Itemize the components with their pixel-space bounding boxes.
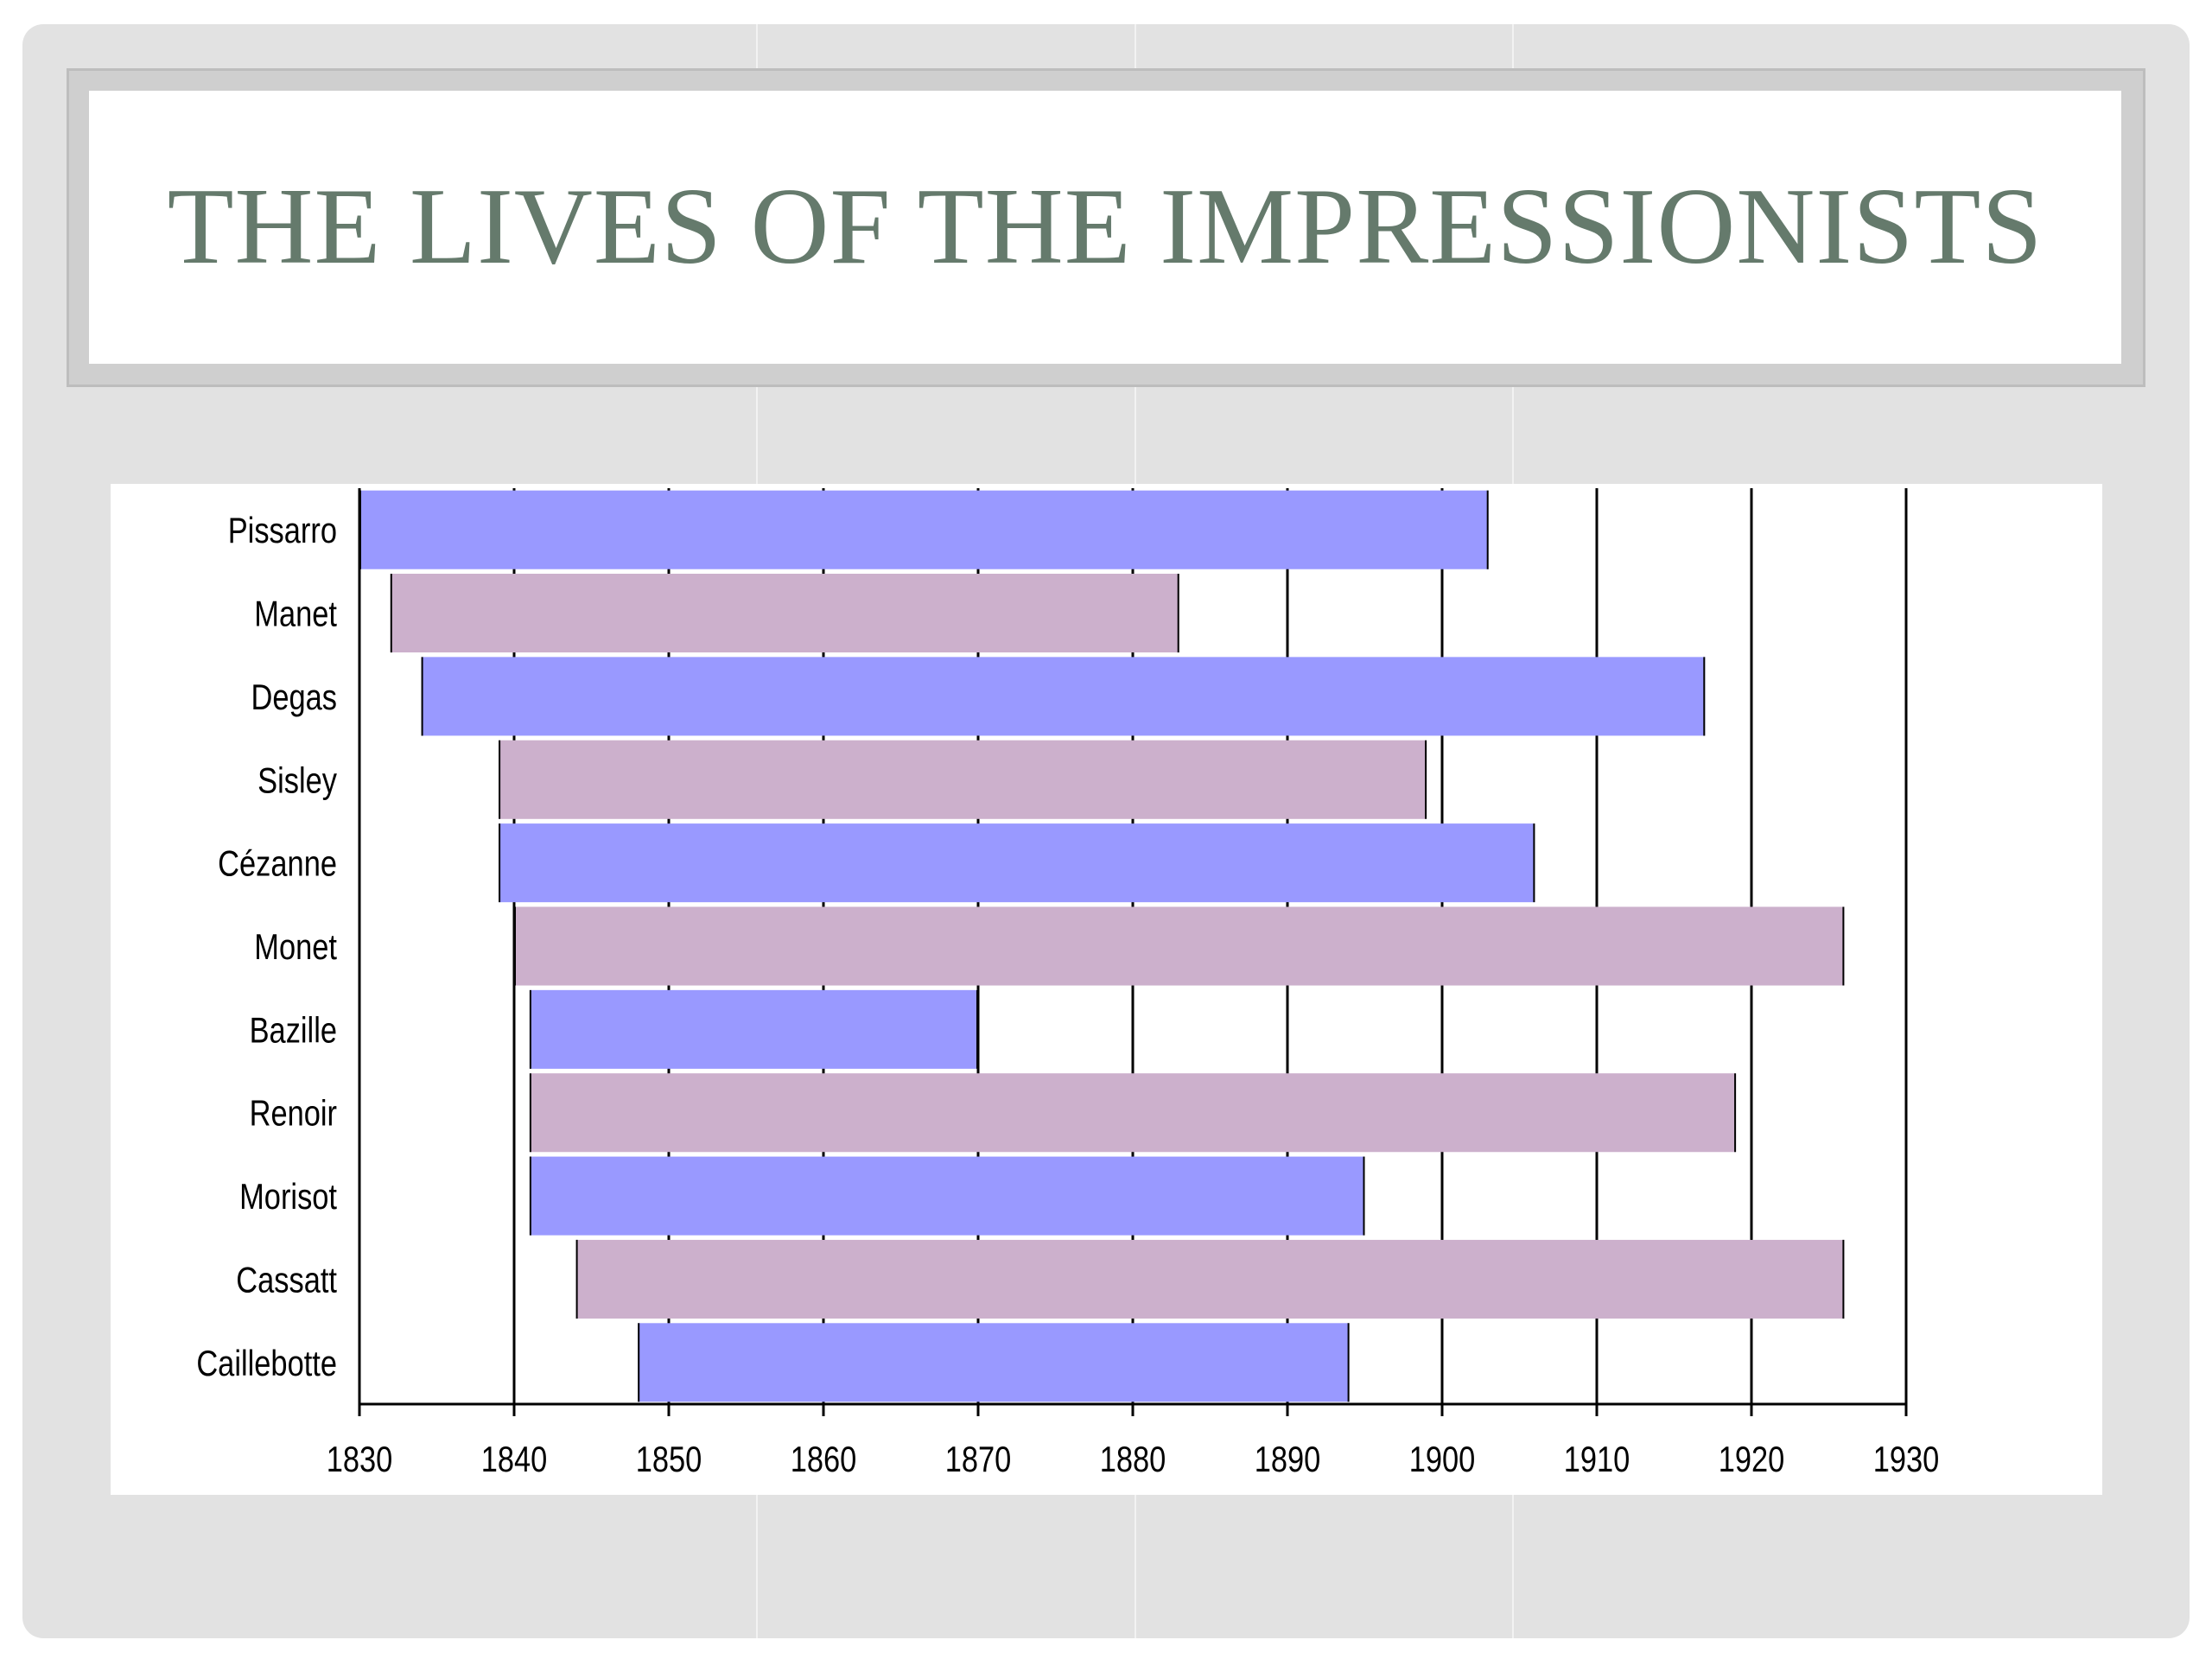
category-label: Degas bbox=[251, 677, 337, 718]
category-label: Cézanne bbox=[218, 843, 337, 884]
x-tick-label: 1920 bbox=[1719, 1440, 1785, 1480]
category-label: Morisot bbox=[239, 1177, 337, 1217]
category-label: Renoir bbox=[250, 1094, 338, 1135]
x-tick-label: 1850 bbox=[636, 1440, 702, 1480]
title-box: THE LIVES OF THE IMPRESSIONISTS bbox=[89, 91, 2121, 364]
bar bbox=[499, 740, 1427, 819]
category-label: Cassatt bbox=[236, 1260, 337, 1300]
x-tick-label: 1910 bbox=[1564, 1440, 1630, 1480]
x-tick-label: 1930 bbox=[1873, 1440, 1940, 1480]
category-label: Bazille bbox=[250, 1010, 337, 1051]
bar bbox=[529, 1073, 1737, 1153]
slide-title: THE LIVES OF THE IMPRESSIONISTS bbox=[167, 167, 2044, 287]
bar bbox=[359, 490, 1489, 569]
category-label: Pissarro bbox=[228, 511, 337, 551]
x-tick-label: 1880 bbox=[1100, 1440, 1166, 1480]
x-tick-label: 1890 bbox=[1255, 1440, 1321, 1480]
bar bbox=[529, 989, 978, 1069]
bar bbox=[514, 906, 1845, 986]
category-label: Sisley bbox=[257, 760, 338, 801]
bar bbox=[529, 1156, 1365, 1236]
chart-panel: Pissarro Manet Degas Sisley Cézanne Monet Bazi… bbox=[111, 484, 2102, 1495]
x-tick-label: 1860 bbox=[791, 1440, 857, 1480]
x-tick-label: 1870 bbox=[945, 1440, 1012, 1480]
x-tick-label: 1830 bbox=[327, 1440, 393, 1480]
x-tick-label: 1840 bbox=[481, 1440, 548, 1480]
timeline-chart: Pissarro Manet Degas Sisley Cézanne Monet Bazi… bbox=[196, 488, 1940, 1480]
x-tick-label: 1900 bbox=[1409, 1440, 1476, 1480]
category-label: Monet bbox=[254, 927, 337, 968]
category-label: Caillebotte bbox=[196, 1344, 337, 1384]
bar bbox=[499, 823, 1535, 903]
bar bbox=[421, 657, 1706, 736]
bar bbox=[390, 574, 1179, 653]
bar bbox=[575, 1239, 1845, 1319]
category-label: Manet bbox=[254, 594, 337, 634]
bar bbox=[638, 1323, 1350, 1402]
